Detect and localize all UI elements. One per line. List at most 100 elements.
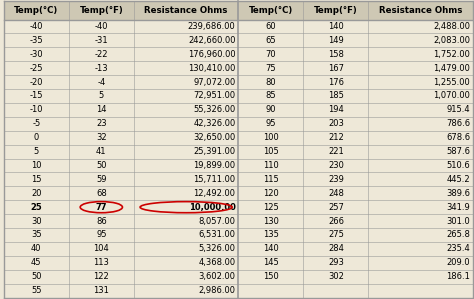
Text: 186.1: 186.1 bbox=[447, 272, 470, 281]
Text: -4: -4 bbox=[97, 78, 105, 87]
Text: 104: 104 bbox=[93, 244, 109, 253]
Text: 445.2: 445.2 bbox=[447, 175, 470, 184]
Text: 122: 122 bbox=[93, 272, 109, 281]
Text: 678.6: 678.6 bbox=[446, 133, 470, 142]
Text: 40: 40 bbox=[31, 244, 42, 253]
Text: 95: 95 bbox=[266, 119, 276, 128]
Text: 15: 15 bbox=[31, 175, 42, 184]
Text: 239: 239 bbox=[328, 175, 344, 184]
Text: 131: 131 bbox=[93, 286, 109, 295]
Text: 50: 50 bbox=[96, 161, 107, 170]
Text: 10: 10 bbox=[31, 161, 42, 170]
Text: 95: 95 bbox=[96, 231, 107, 239]
Text: -30: -30 bbox=[29, 50, 43, 59]
Text: 786.6: 786.6 bbox=[446, 119, 470, 128]
Text: 23: 23 bbox=[96, 119, 107, 128]
Text: 221: 221 bbox=[328, 147, 344, 156]
Text: 30: 30 bbox=[31, 216, 42, 225]
Text: 149: 149 bbox=[328, 36, 344, 45]
Text: 0: 0 bbox=[34, 133, 39, 142]
Text: 100: 100 bbox=[263, 133, 279, 142]
Text: Resistance Ohms: Resistance Ohms bbox=[145, 6, 228, 15]
Text: 115: 115 bbox=[263, 175, 279, 184]
Text: 230: 230 bbox=[328, 161, 344, 170]
Bar bbox=[4, 1, 473, 19]
Text: Temp(°C): Temp(°C) bbox=[14, 6, 58, 15]
Text: 45: 45 bbox=[31, 258, 42, 267]
Text: 176: 176 bbox=[328, 78, 344, 87]
Text: 68: 68 bbox=[96, 189, 107, 198]
Text: 235.4: 235.4 bbox=[447, 244, 470, 253]
Text: 135: 135 bbox=[263, 231, 279, 239]
Text: -31: -31 bbox=[94, 36, 108, 45]
Text: 5,326.00: 5,326.00 bbox=[199, 244, 236, 253]
Text: 212: 212 bbox=[328, 133, 344, 142]
Text: 8,057.00: 8,057.00 bbox=[199, 216, 236, 225]
Text: 86: 86 bbox=[96, 216, 107, 225]
Text: 341.9: 341.9 bbox=[447, 203, 470, 212]
Text: Temp(°F): Temp(°F) bbox=[80, 6, 123, 15]
Text: 120: 120 bbox=[263, 189, 279, 198]
Text: 140: 140 bbox=[328, 22, 344, 31]
Text: 1,255.00: 1,255.00 bbox=[433, 78, 470, 87]
Text: 389.6: 389.6 bbox=[446, 189, 470, 198]
Text: 14: 14 bbox=[96, 105, 107, 115]
Text: 176,960.00: 176,960.00 bbox=[188, 50, 236, 59]
Text: 301.0: 301.0 bbox=[447, 216, 470, 225]
Text: 4,368.00: 4,368.00 bbox=[199, 258, 236, 267]
Text: 185: 185 bbox=[328, 91, 344, 100]
Text: 32: 32 bbox=[96, 133, 107, 142]
Text: 1,479.00: 1,479.00 bbox=[433, 64, 470, 73]
Text: 130: 130 bbox=[263, 216, 279, 225]
Text: 2,488.00: 2,488.00 bbox=[433, 22, 470, 31]
Text: -22: -22 bbox=[95, 50, 108, 59]
Text: -40: -40 bbox=[29, 22, 43, 31]
Text: 2,083.00: 2,083.00 bbox=[433, 36, 470, 45]
Text: 20: 20 bbox=[31, 189, 42, 198]
Text: 97,072.00: 97,072.00 bbox=[193, 78, 236, 87]
Text: 158: 158 bbox=[328, 50, 344, 59]
Text: 59: 59 bbox=[96, 175, 107, 184]
Text: 25: 25 bbox=[30, 203, 42, 212]
Text: 266: 266 bbox=[328, 216, 344, 225]
Text: 265.8: 265.8 bbox=[447, 231, 470, 239]
Text: 248: 248 bbox=[328, 189, 344, 198]
Text: 90: 90 bbox=[266, 105, 276, 115]
Text: 293: 293 bbox=[328, 258, 344, 267]
Text: 72,951.00: 72,951.00 bbox=[193, 91, 236, 100]
Text: 284: 284 bbox=[328, 244, 344, 253]
Text: 510.6: 510.6 bbox=[447, 161, 470, 170]
Text: 209.0: 209.0 bbox=[447, 258, 470, 267]
Text: -13: -13 bbox=[94, 64, 108, 73]
Text: 242,660.00: 242,660.00 bbox=[188, 36, 236, 45]
Text: -25: -25 bbox=[29, 64, 43, 73]
Text: -40: -40 bbox=[95, 22, 108, 31]
Text: -5: -5 bbox=[32, 119, 40, 128]
Text: 1,070.00: 1,070.00 bbox=[433, 91, 470, 100]
Text: 3,602.00: 3,602.00 bbox=[199, 272, 236, 281]
Text: 41: 41 bbox=[96, 147, 107, 156]
Text: 203: 203 bbox=[328, 119, 344, 128]
Text: -35: -35 bbox=[29, 36, 43, 45]
Text: -15: -15 bbox=[29, 91, 43, 100]
Text: 145: 145 bbox=[263, 258, 279, 267]
Text: 194: 194 bbox=[328, 105, 344, 115]
Text: 77: 77 bbox=[96, 203, 107, 212]
Text: 32,650.00: 32,650.00 bbox=[193, 133, 236, 142]
Text: 75: 75 bbox=[265, 64, 276, 73]
Text: 6,531.00: 6,531.00 bbox=[199, 231, 236, 239]
Text: 150: 150 bbox=[263, 272, 279, 281]
Text: 105: 105 bbox=[263, 147, 279, 156]
Text: 1,752.00: 1,752.00 bbox=[433, 50, 470, 59]
Text: 25,391.00: 25,391.00 bbox=[193, 147, 236, 156]
Text: 60: 60 bbox=[265, 22, 276, 31]
Text: 19,899.00: 19,899.00 bbox=[193, 161, 236, 170]
Text: 50: 50 bbox=[31, 272, 42, 281]
Text: 55,326.00: 55,326.00 bbox=[193, 105, 236, 115]
Text: 140: 140 bbox=[263, 244, 279, 253]
Text: 130,410.00: 130,410.00 bbox=[188, 64, 236, 73]
Text: 10,000.00: 10,000.00 bbox=[189, 203, 236, 212]
Text: 587.6: 587.6 bbox=[446, 147, 470, 156]
Text: 915.4: 915.4 bbox=[447, 105, 470, 115]
Text: 302: 302 bbox=[328, 272, 344, 281]
